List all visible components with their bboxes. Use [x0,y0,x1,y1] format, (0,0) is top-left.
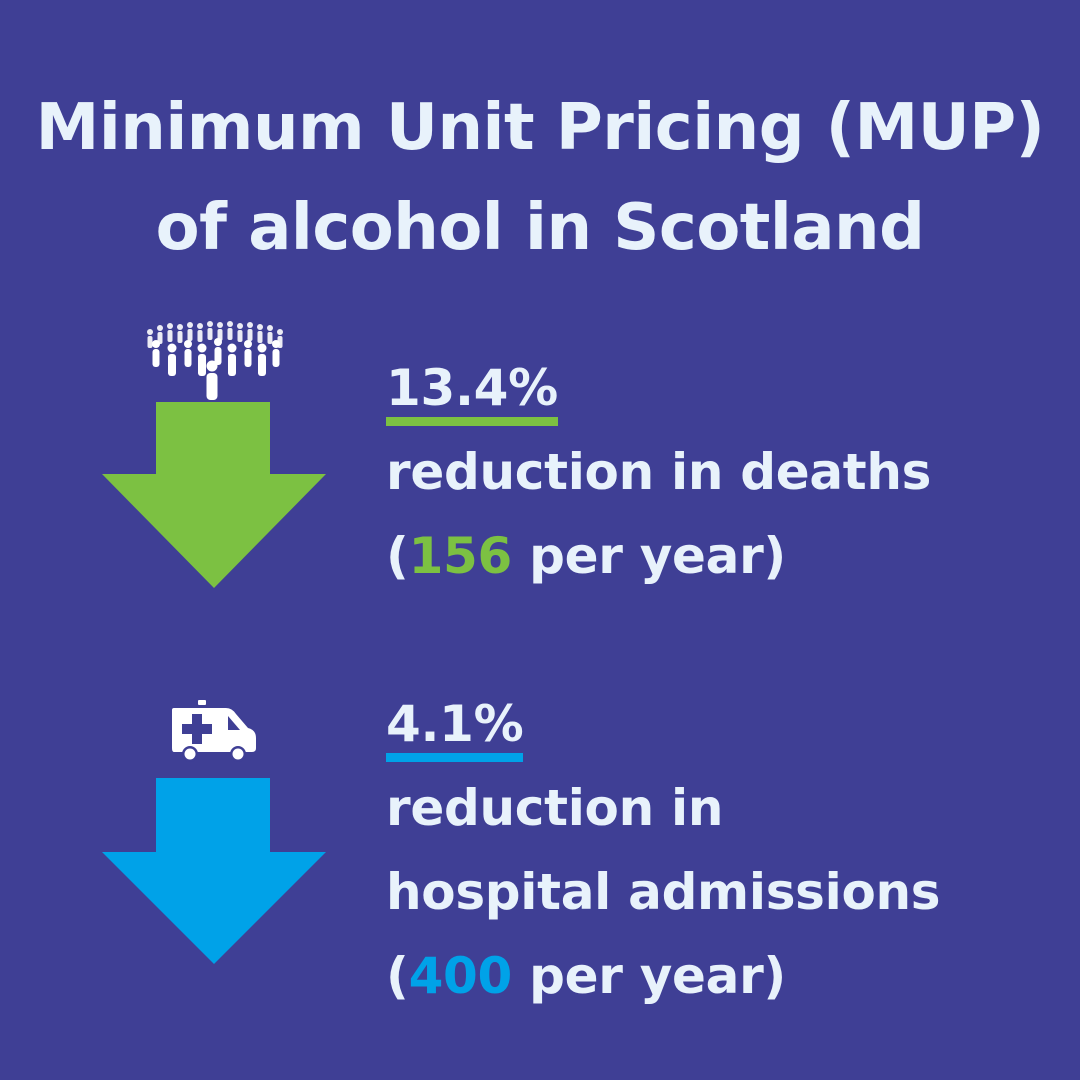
down-arrow-icon-green [102,402,326,588]
page-title: Minimum Unit Pricing (MUP) of alcohol in… [0,78,1080,278]
admissions-count-line: (400 per year) [386,934,940,1018]
ambulance-icon [172,700,256,762]
down-arrow-icon-blue [102,778,326,964]
admissions-stat: 4.1% reduction in hospital admissions (4… [386,682,941,1018]
admissions-percent: 4.1% [386,695,524,753]
crowd-icon [147,321,283,400]
deaths-underline [386,417,558,426]
title-line-2: of alcohol in Scotland [155,191,925,265]
deaths-percent: 13.4% [386,359,558,417]
title-line-1: Minimum Unit Pricing (MUP) [35,91,1045,165]
admissions-count-suffix: per year) [512,947,786,1005]
deaths-count-prefix: ( [386,527,409,585]
admissions-count: 400 [408,947,513,1005]
deaths-stat: 13.4% reduction in deaths (156 per year) [386,346,931,598]
admissions-description-1: reduction in [386,779,724,837]
admissions-count-prefix: ( [386,947,409,1005]
admissions-description-2: hospital admissions [386,863,941,921]
deaths-description: reduction in deaths [386,443,932,501]
deaths-count-suffix: per year) [512,527,786,585]
deaths-count-line: (156 per year) [386,514,931,598]
admissions-percent-wrapper: 4.1% [386,695,524,762]
admissions-underline [386,753,524,762]
deaths-percent-wrapper: 13.4% [386,359,558,426]
deaths-count: 156 [408,527,513,585]
